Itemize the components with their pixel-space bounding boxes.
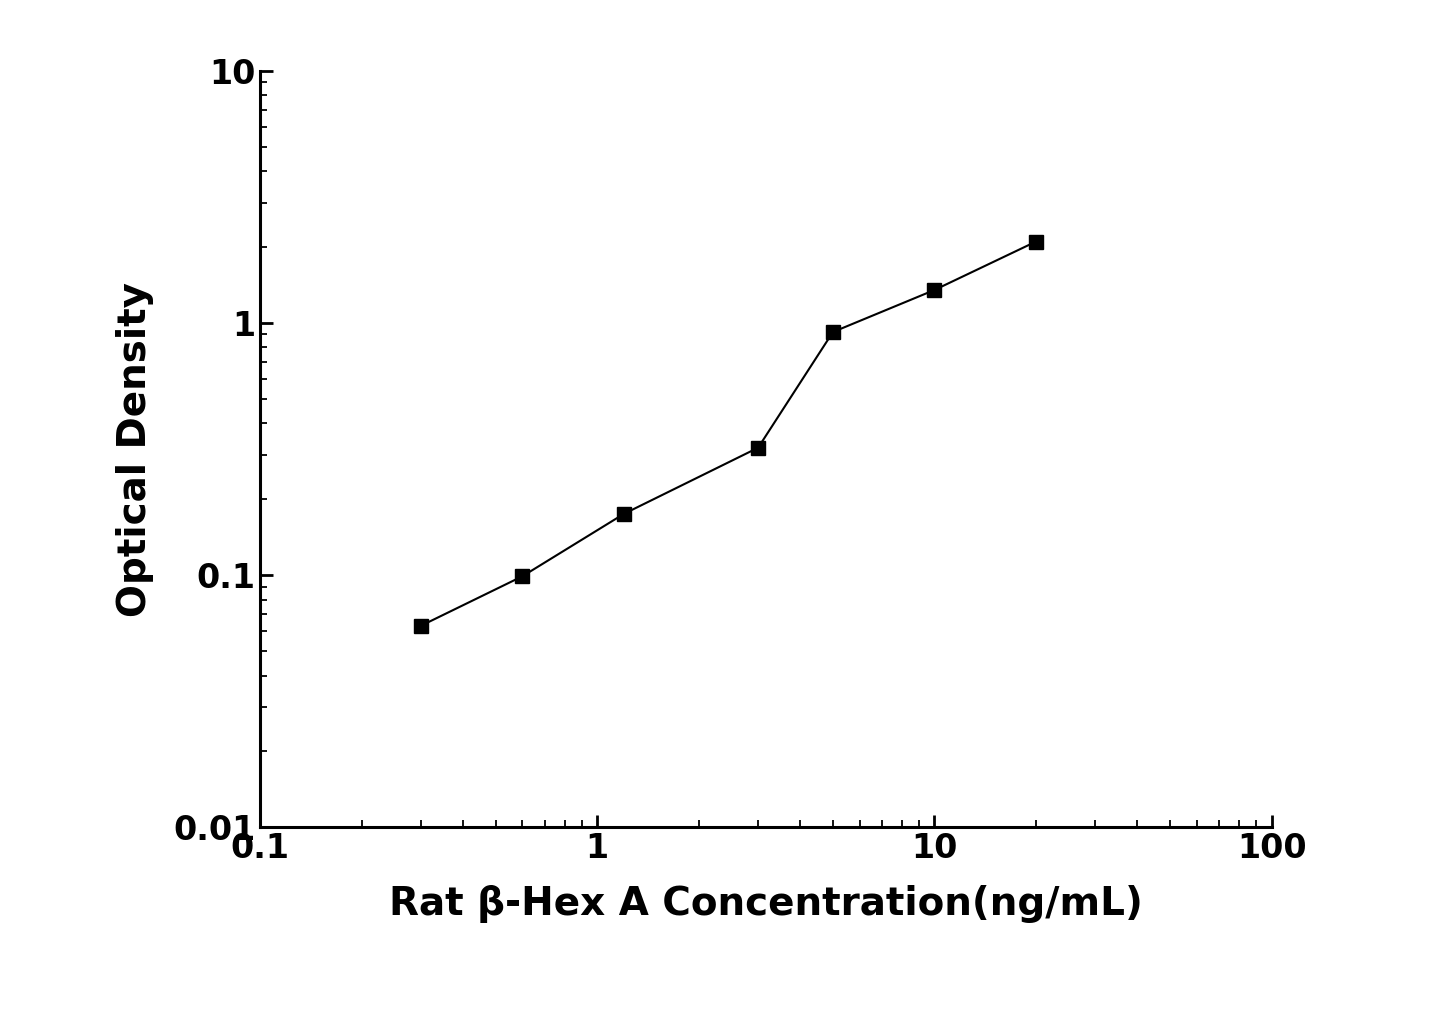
- X-axis label: Rat β-Hex A Concentration(ng/mL): Rat β-Hex A Concentration(ng/mL): [389, 885, 1143, 922]
- Y-axis label: Optical Density: Optical Density: [116, 282, 153, 616]
